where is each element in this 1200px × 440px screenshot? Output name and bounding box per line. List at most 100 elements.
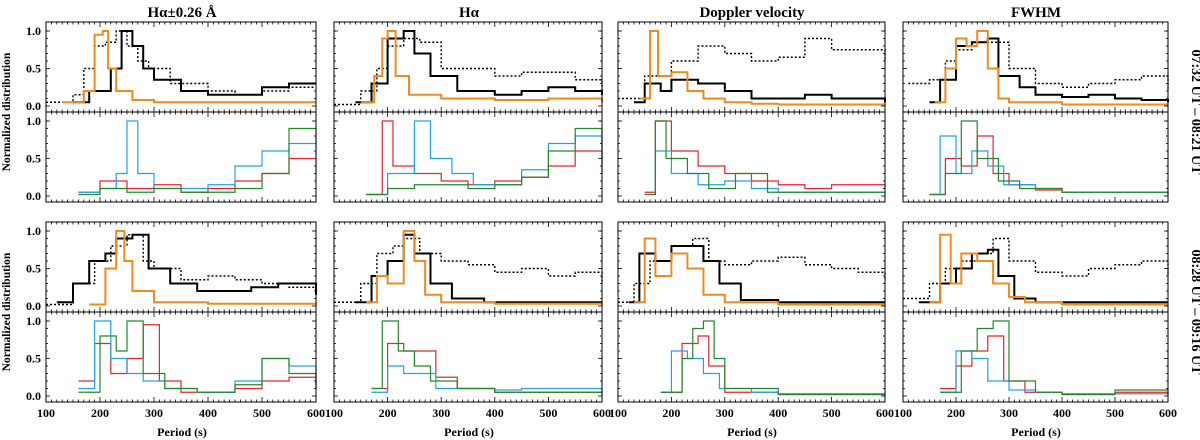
- y-tick-label: 0.5: [26, 152, 41, 166]
- row-labels: 07:32 UT – 08:21 UT 08:28 UT – 09:16 UT: [1188, 50, 1200, 376]
- series-dotted-line: [334, 237, 603, 303]
- series-black-line: [628, 245, 885, 304]
- series-dotted-line: [908, 41, 1169, 91]
- x-tick-label: 100: [325, 406, 343, 420]
- panel: 0.0 0.5 1.0: [26, 21, 317, 113]
- series-green-line: [660, 320, 885, 396]
- panel: [617, 21, 886, 113]
- x-tick-label: 600: [1159, 406, 1177, 420]
- series-red-line: [929, 135, 1169, 196]
- series-red-line: [644, 120, 886, 193]
- series-black-line: [634, 78, 886, 104]
- x-tick-label: 100: [37, 406, 55, 420]
- y-tick-label: 1.0: [26, 24, 41, 38]
- series-red-line: [78, 157, 316, 193]
- x-tick-label: 300: [716, 406, 734, 420]
- panel: [333, 111, 603, 203]
- x-tick-label: 600: [876, 406, 894, 420]
- series-blue-line: [929, 135, 1168, 196]
- series-green-line: [371, 320, 603, 395]
- column-title-halpha: Hα: [459, 5, 480, 21]
- panel-frame: [617, 111, 886, 203]
- y-tick-label: 1.0: [26, 224, 41, 238]
- series-orange-line: [934, 30, 1168, 106]
- y-tick-label: 0.0: [26, 389, 41, 403]
- x-tick-label: 500: [539, 406, 557, 420]
- series-dotted-line: [334, 37, 603, 106]
- x-tick-label: 500: [823, 406, 841, 420]
- series-green-line: [366, 127, 603, 196]
- x-tick-label: 200: [91, 406, 109, 420]
- series-dotted-line: [618, 37, 886, 100]
- x-tick-label: 200: [947, 406, 965, 420]
- y-axis-label-top: Normalized distribution: [1, 52, 13, 171]
- series-black-line: [73, 30, 316, 104]
- x-axis-label: Period (s): [157, 425, 207, 439]
- series-black-line: [355, 233, 602, 304]
- series-dotted-line: [903, 237, 1169, 300]
- panel-frame: [902, 311, 1169, 403]
- panel: 0.0 0.5 1.0: [26, 221, 317, 313]
- y-tick-label: 0.5: [26, 262, 41, 276]
- column-title-doppler: Doppler velocity: [699, 5, 805, 21]
- series-dotted-line: [618, 237, 886, 303]
- y-axis-labels: Normalized distribution Normalized distr…: [1, 52, 13, 371]
- panel-frame: [45, 21, 317, 113]
- x-tick-label: 200: [662, 406, 680, 420]
- y-tick-label: 0.5: [26, 62, 41, 76]
- panel: 0.0 0.5 1.0: [26, 311, 317, 403]
- x-tick-label: 500: [253, 406, 271, 420]
- x-tick-label: 400: [486, 406, 504, 420]
- x-tick-label: 400: [1053, 406, 1071, 420]
- panel: [333, 311, 603, 403]
- panel-frame: [45, 311, 317, 403]
- series-orange-line: [634, 237, 885, 306]
- series-green-line: [78, 320, 317, 393]
- x-axis-labels: Period (s) Period (s) Period (s) Period …: [157, 425, 1061, 439]
- panel: [617, 111, 886, 203]
- row-label-first-window: 07:32 UT – 08:21 UT: [1188, 50, 1200, 176]
- panel: 0.0 0.5 1.0: [26, 111, 317, 203]
- series-orange-line: [929, 233, 1168, 306]
- series-black-line: [355, 30, 603, 104]
- panel-frame: [333, 111, 603, 203]
- panel-frame: [617, 221, 886, 313]
- series-green-line: [644, 120, 886, 196]
- y-tick-label: 0.0: [26, 99, 41, 113]
- column-title-halpha-wing: Hα±0.26 Å: [147, 5, 216, 21]
- panel-frame: [333, 311, 603, 403]
- panel-frame: [45, 221, 317, 313]
- series-black-line: [56, 233, 317, 304]
- panel: [617, 221, 886, 313]
- series-green-line: [940, 320, 1169, 396]
- y-tick-label: 1.0: [26, 114, 41, 128]
- series-green-line: [929, 120, 1169, 196]
- x-tick-label: 200: [379, 406, 397, 420]
- x-tick-label: 300: [1000, 406, 1018, 420]
- panel-frame: [617, 311, 886, 403]
- series-blue-line: [371, 365, 603, 393]
- y-tick-label: 0.0: [26, 299, 41, 313]
- series-orange-line: [89, 230, 317, 306]
- x-tick-label: 600: [593, 406, 611, 420]
- series-orange-line: [360, 30, 603, 104]
- panel: [333, 221, 603, 313]
- series-green-line: [78, 127, 317, 196]
- x-tick-label: 300: [145, 406, 163, 420]
- series-dotted-line: [46, 234, 317, 306]
- x-tick-label: 400: [199, 406, 217, 420]
- series-blue-line: [644, 150, 885, 196]
- x-axis-label: Period (s): [1011, 425, 1061, 439]
- panel: [902, 221, 1169, 313]
- series-orange-line: [62, 30, 316, 104]
- series-orange-line: [366, 230, 603, 305]
- column-title-fwhm: FWHM: [1011, 5, 1061, 21]
- x-tick-label: 400: [769, 406, 787, 420]
- panel: [333, 21, 603, 113]
- column-titles: Hα±0.26 Å Hα Doppler velocity FWHM: [147, 5, 1061, 21]
- series-blue-line: [366, 120, 603, 196]
- series-blue-line: [660, 350, 886, 395]
- row-label-second-window: 08:28 UT – 09:16 UT: [1188, 250, 1200, 376]
